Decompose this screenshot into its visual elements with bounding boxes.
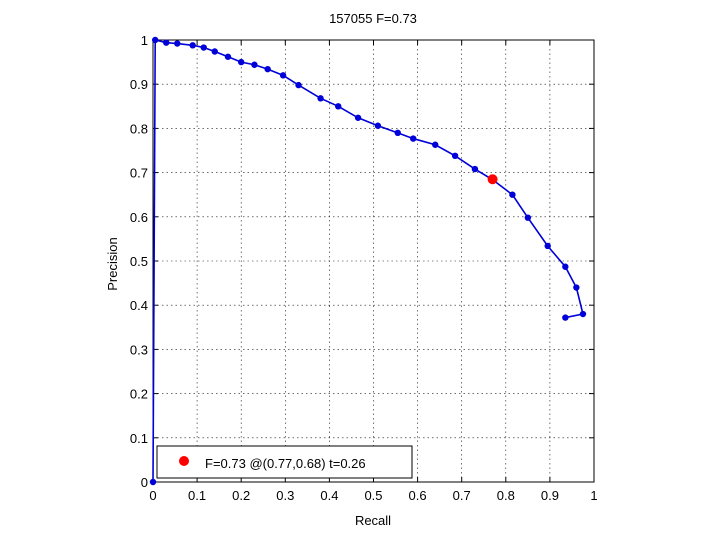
pr-curve-point — [524, 214, 532, 221]
best-f-point — [487, 174, 498, 185]
pr-curve-point — [544, 242, 551, 250]
pr-curve-point — [317, 95, 324, 102]
x-tick-label: 0.7 — [453, 488, 471, 503]
y-tick-label: 0.2 — [130, 387, 148, 402]
y-tick-label: 0.8 — [130, 121, 148, 136]
y-tick-label: 0 — [141, 475, 148, 490]
pr-curve-point — [471, 165, 479, 173]
pr-curve-point — [354, 114, 362, 121]
y-tick-label: 0.3 — [130, 342, 148, 357]
pr-curve-point — [264, 65, 271, 73]
grid — [153, 40, 594, 482]
pr-curve-point — [451, 152, 459, 160]
pr-curve-point — [562, 314, 569, 321]
pr-curve-point — [189, 42, 196, 49]
pr-curve-point — [394, 129, 401, 137]
pr-curve-point — [374, 122, 382, 129]
y-tick-label: 0.1 — [130, 431, 148, 446]
pr-curve-point — [152, 36, 159, 44]
pr-curve-point — [409, 135, 417, 142]
pr-curve-point — [224, 53, 232, 60]
x-tick-label: 0.4 — [320, 488, 338, 503]
pr-curve-point — [573, 284, 580, 291]
pr-curve-point — [211, 48, 218, 55]
pr-curve-point — [200, 44, 207, 51]
pr-curve-point — [432, 141, 439, 148]
x-tick-label: 0.6 — [409, 488, 427, 503]
pr-curve-point — [149, 478, 157, 486]
pr-curve-point — [279, 72, 287, 79]
y-tick-label: 0.4 — [130, 298, 148, 313]
pr-curve-point — [295, 81, 302, 89]
legend: F=0.73 @(0.77,0.68) t=0.26 — [156, 445, 413, 479]
pr-curve-point — [251, 61, 258, 68]
x-tick-label: 0 — [149, 488, 156, 503]
pr-curve-point — [509, 191, 516, 198]
pr-series — [149, 36, 587, 486]
y-tick-label: 1 — [141, 33, 148, 48]
pr-curve-point — [238, 58, 245, 66]
legend-marker — [179, 456, 189, 466]
pr-curve-point — [579, 310, 587, 318]
x-tick-labels: 0 0.1 0.2 0.3 0.4 0.5 0.6 0.7 0.8 0.9 1 — [149, 488, 597, 503]
x-tick-label: 0.9 — [541, 488, 559, 503]
x-tick-label: 1 — [590, 488, 597, 503]
y-tick-label: 0.7 — [130, 166, 148, 181]
legend-box — [156, 445, 413, 479]
x-tick-label: 0.2 — [232, 488, 250, 503]
x-tick-label: 0.8 — [497, 488, 515, 503]
x-tick-label: 0.1 — [188, 488, 206, 503]
legend-label: F=0.73 @(0.77,0.68) t=0.26 — [205, 456, 366, 471]
y-tick-label: 0.6 — [130, 210, 148, 225]
chart-title: 157055 F=0.73 — [329, 11, 417, 26]
x-tick-label: 0.3 — [276, 488, 294, 503]
best-f-marker — [487, 174, 498, 185]
pr-curve-point — [174, 40, 181, 47]
y-tick-labels: 0 0.1 0.2 0.3 0.4 0.5 0.6 0.7 0.8 0.9 1 — [130, 33, 148, 490]
pr-curve-point — [562, 263, 569, 270]
x-axis-label: Recall — [355, 513, 391, 528]
x-tick-label: 0.5 — [364, 488, 382, 503]
y-tick-label: 0.5 — [130, 254, 148, 269]
pr-curve-point — [335, 103, 342, 110]
y-axis-label: Precision — [105, 237, 120, 290]
pr-curve-point — [163, 39, 170, 46]
y-tick-label: 0.9 — [130, 77, 148, 92]
